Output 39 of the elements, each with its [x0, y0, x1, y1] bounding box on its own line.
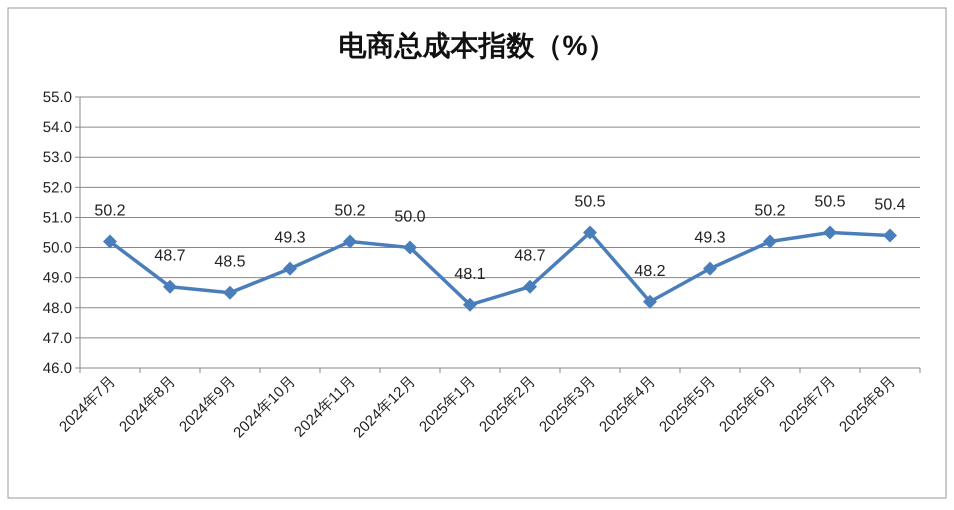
y-tick-label: 49.0 [42, 270, 72, 287]
point [223, 286, 237, 300]
point [583, 226, 597, 240]
y-tick-label: 51.0 [42, 209, 72, 226]
data-label: 50.5 [574, 194, 606, 210]
data-label: 48.1 [454, 266, 486, 283]
data-label: 50.2 [94, 202, 126, 220]
data-label: 48.7 [154, 248, 186, 265]
point [823, 226, 837, 240]
data-label: 50.5 [814, 194, 846, 210]
point [703, 262, 717, 276]
data-label: 50.2 [334, 202, 366, 220]
data-label: 50.2 [754, 202, 786, 220]
data-label: 48.5 [214, 254, 246, 271]
y-tick-label: 50.0 [42, 240, 72, 257]
point [883, 228, 897, 243]
y-tick-label: 47.0 [42, 330, 72, 347]
data-label: 49.3 [274, 230, 306, 247]
y-tick-label: 48.0 [42, 300, 72, 317]
y-tick-label: 53.0 [42, 149, 72, 166]
y-tick-label: 46.0 [42, 360, 72, 377]
point [403, 240, 417, 255]
point [463, 298, 477, 312]
data-label: 50.0 [394, 208, 426, 226]
chart-title: 电商总成本指数（%） [338, 30, 616, 61]
y-tick-label: 55.0 [42, 89, 72, 106]
point [343, 234, 357, 249]
point [283, 262, 297, 276]
point [763, 234, 777, 249]
point [523, 280, 537, 294]
y-tick-label: 54.0 [42, 119, 72, 136]
data-label: 50.4 [874, 196, 906, 214]
data-label: 48.7 [514, 248, 546, 265]
data-label: 49.3 [694, 230, 726, 247]
point [643, 294, 657, 309]
point [103, 234, 117, 249]
point [163, 280, 177, 294]
y-tick-label: 52.0 [42, 179, 72, 196]
data-label: 48.2 [634, 262, 666, 280]
